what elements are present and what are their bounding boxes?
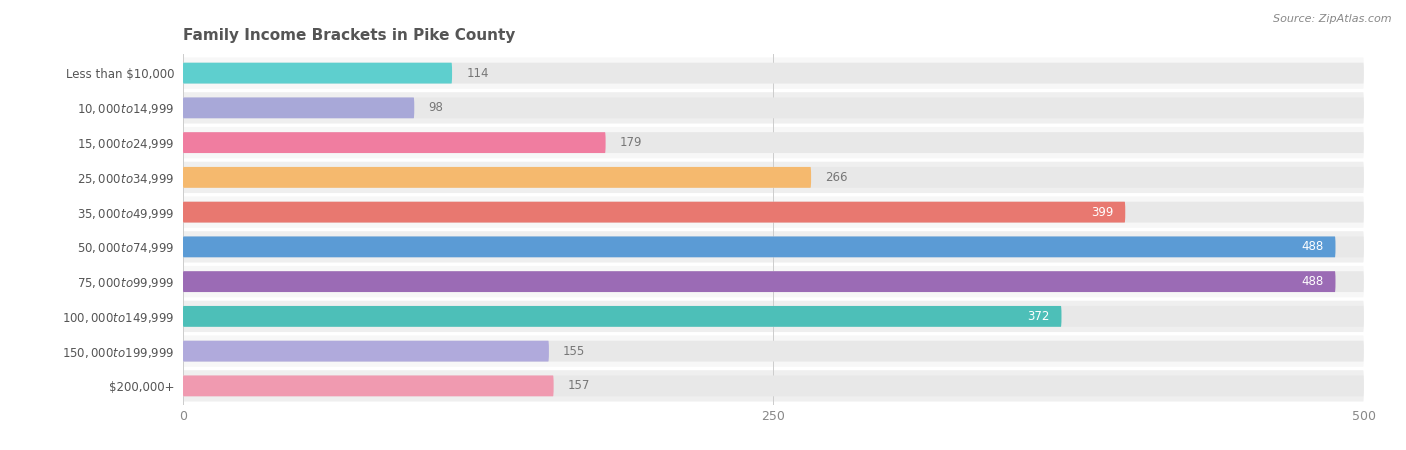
FancyBboxPatch shape bbox=[183, 162, 1364, 193]
FancyBboxPatch shape bbox=[183, 167, 811, 188]
FancyBboxPatch shape bbox=[183, 236, 1336, 257]
FancyBboxPatch shape bbox=[183, 375, 554, 396]
FancyBboxPatch shape bbox=[183, 63, 1364, 84]
FancyBboxPatch shape bbox=[183, 202, 1125, 223]
FancyBboxPatch shape bbox=[183, 58, 1364, 89]
FancyBboxPatch shape bbox=[183, 92, 1364, 123]
FancyBboxPatch shape bbox=[183, 98, 1364, 118]
Text: Family Income Brackets in Pike County: Family Income Brackets in Pike County bbox=[183, 28, 515, 43]
FancyBboxPatch shape bbox=[183, 132, 606, 153]
Text: 157: 157 bbox=[568, 379, 591, 392]
Text: 372: 372 bbox=[1028, 310, 1050, 323]
Text: 488: 488 bbox=[1302, 275, 1323, 288]
FancyBboxPatch shape bbox=[183, 370, 1364, 401]
Text: 266: 266 bbox=[825, 171, 848, 184]
FancyBboxPatch shape bbox=[183, 98, 415, 118]
FancyBboxPatch shape bbox=[183, 127, 1364, 158]
FancyBboxPatch shape bbox=[183, 132, 1364, 153]
Text: 155: 155 bbox=[562, 345, 585, 358]
FancyBboxPatch shape bbox=[183, 375, 1364, 396]
FancyBboxPatch shape bbox=[183, 231, 1364, 262]
FancyBboxPatch shape bbox=[183, 301, 1364, 332]
Text: 114: 114 bbox=[467, 67, 489, 80]
FancyBboxPatch shape bbox=[183, 197, 1364, 228]
FancyBboxPatch shape bbox=[183, 63, 453, 84]
FancyBboxPatch shape bbox=[183, 341, 1364, 361]
FancyBboxPatch shape bbox=[183, 167, 1364, 188]
FancyBboxPatch shape bbox=[183, 236, 1364, 257]
FancyBboxPatch shape bbox=[183, 271, 1364, 292]
FancyBboxPatch shape bbox=[183, 306, 1062, 327]
Text: 399: 399 bbox=[1091, 206, 1114, 219]
Text: 98: 98 bbox=[429, 101, 443, 114]
FancyBboxPatch shape bbox=[183, 306, 1364, 327]
FancyBboxPatch shape bbox=[183, 266, 1364, 297]
FancyBboxPatch shape bbox=[183, 336, 1364, 367]
FancyBboxPatch shape bbox=[183, 341, 548, 361]
Text: 488: 488 bbox=[1302, 240, 1323, 253]
FancyBboxPatch shape bbox=[183, 271, 1336, 292]
Text: Source: ZipAtlas.com: Source: ZipAtlas.com bbox=[1274, 14, 1392, 23]
Text: 179: 179 bbox=[620, 136, 643, 149]
FancyBboxPatch shape bbox=[183, 202, 1364, 223]
